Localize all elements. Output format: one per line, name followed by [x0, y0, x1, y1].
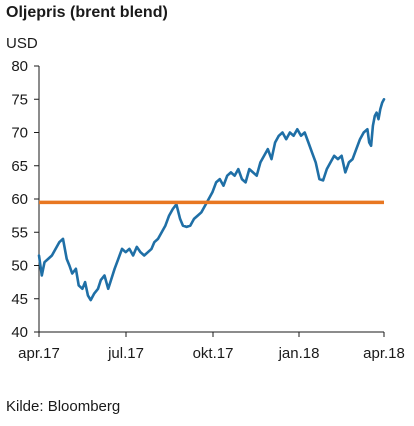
y-tick-label: 55: [11, 224, 28, 241]
y-tick-label: 45: [11, 291, 28, 308]
y-tick-label: 65: [11, 158, 28, 175]
y-tick-label: 75: [11, 91, 28, 108]
x-tick-label: apr.17: [18, 345, 60, 362]
y-axis-ticks: 40 45 50 55 60 65 70 75 80: [11, 58, 39, 341]
source-note: Kilde: Bloomberg: [6, 398, 121, 415]
x-tick-label: apr.18: [363, 345, 405, 362]
x-tick-label: jan.18: [278, 345, 320, 362]
y-tick-label: 40: [11, 324, 28, 341]
y-tick-label: 50: [11, 258, 28, 275]
series-line-brent: [37, 98, 386, 302]
y-axis-unit-label: USD: [6, 35, 38, 52]
y-tick-label: 70: [11, 125, 28, 142]
y-tick-label: 80: [11, 58, 28, 75]
series-layer: [37, 98, 386, 302]
x-tick-label: okt.17: [193, 345, 234, 362]
x-tick-label: jul.17: [107, 345, 144, 362]
chart-title: Oljepris (brent blend): [6, 4, 168, 21]
y-tick-label: 60: [11, 191, 28, 208]
x-axis-ticks: apr.17 jul.17 okt.17 jan.18 apr.18: [18, 332, 405, 362]
